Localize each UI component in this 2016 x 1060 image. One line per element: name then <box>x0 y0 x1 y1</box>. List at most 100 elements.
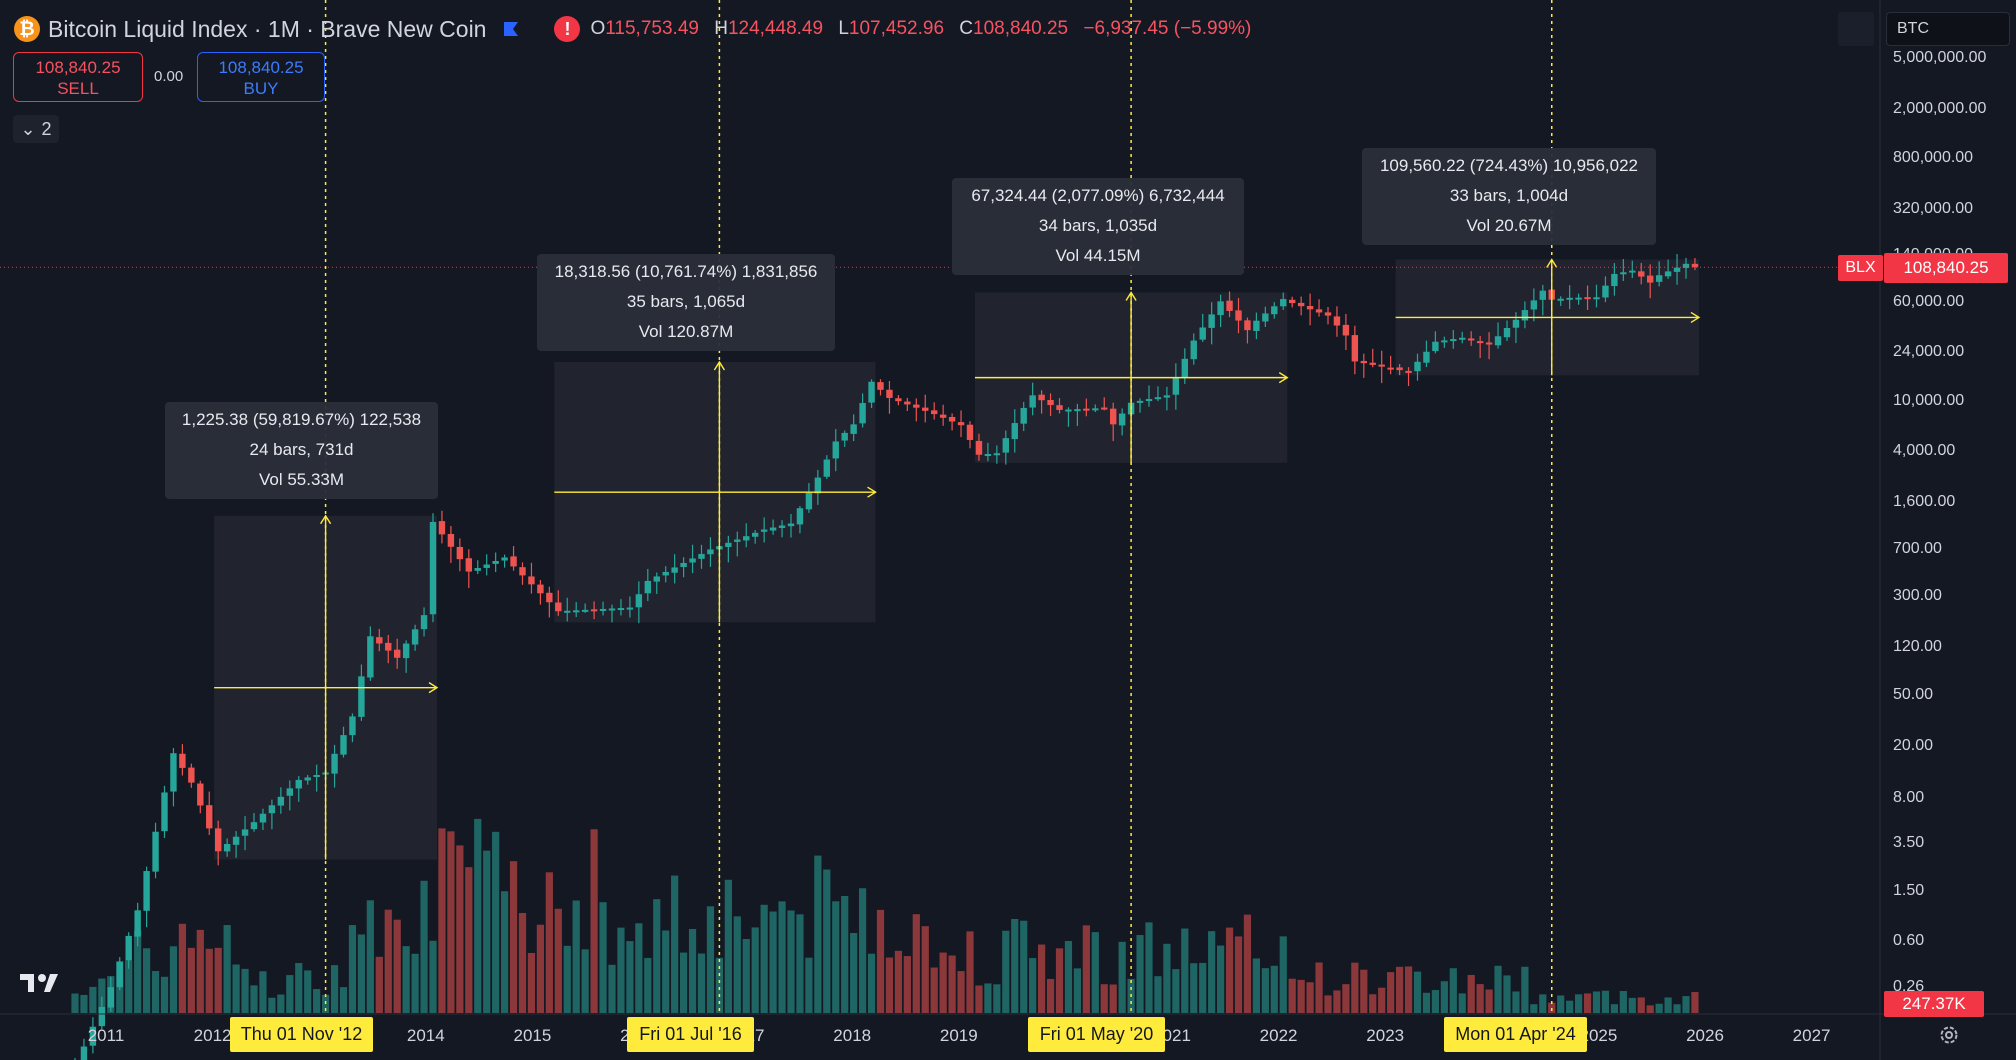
volume-bar <box>1476 984 1484 1013</box>
measure-label-2: 18,318.56 (10,761.74%) 1,831,856 35 bars… <box>537 254 835 351</box>
buy-button[interactable]: 108,840.25 BUY <box>197 52 325 102</box>
volume-bar <box>742 938 750 1013</box>
candle <box>367 636 374 678</box>
candle <box>635 594 643 608</box>
volume-bar <box>581 949 589 1013</box>
volume-bar <box>1288 978 1296 1013</box>
settings-gear-icon[interactable] <box>1938 1024 1960 1046</box>
candle <box>519 567 526 576</box>
volume-tag: 247.37K <box>1884 991 1984 1017</box>
candle <box>1244 320 1251 331</box>
candle <box>1253 320 1260 331</box>
candle <box>886 389 893 398</box>
measure-h-arrow-1 <box>428 682 439 694</box>
volume-bar <box>1566 1000 1574 1013</box>
candle <box>232 836 240 845</box>
volume-bar <box>286 975 294 1013</box>
candle <box>1297 302 1305 307</box>
measure-3-bars: 34 bars, 1,035d <box>1038 216 1158 235</box>
volume-bar <box>1046 978 1055 1013</box>
candle <box>1172 377 1180 395</box>
volume-bar <box>143 948 151 1013</box>
volume-bar <box>1172 969 1180 1013</box>
candle <box>1664 271 1672 277</box>
volume-bar <box>814 855 822 1013</box>
candle <box>1423 351 1430 363</box>
candle <box>662 571 669 576</box>
volume-bar <box>939 952 947 1013</box>
candle <box>1029 395 1036 408</box>
volume-bar <box>304 970 312 1013</box>
candle <box>385 642 392 651</box>
volume-bar <box>250 985 258 1013</box>
volume-bar <box>563 945 571 1013</box>
volume-bar <box>1109 984 1117 1013</box>
candle <box>1557 298 1564 301</box>
volume-bar <box>662 930 670 1013</box>
candle <box>707 549 714 555</box>
candle <box>1351 335 1359 362</box>
volume-bar <box>160 976 169 1013</box>
candle <box>1333 316 1341 326</box>
volume-bar <box>975 985 983 1013</box>
sell-button[interactable]: 108,840.25 SELL <box>13 52 143 102</box>
tradingview-logo-icon[interactable] <box>18 970 66 996</box>
candle <box>340 735 347 755</box>
volume-bar <box>1225 927 1234 1013</box>
volume-bar <box>1029 958 1037 1013</box>
candle <box>841 432 848 441</box>
volume-bar <box>1396 966 1404 1013</box>
price-tick-label: 60,000.00 <box>1893 293 1964 310</box>
candle <box>1289 299 1296 304</box>
volume-bar <box>733 916 741 1013</box>
candle <box>1163 395 1171 398</box>
volume-bar <box>1190 963 1198 1013</box>
close-value: 108,840.25 <box>973 18 1069 39</box>
measure-h-arrow-2 <box>867 486 877 498</box>
volume-bar <box>706 906 715 1013</box>
candle <box>555 602 562 612</box>
candle <box>1235 310 1242 321</box>
candle <box>1512 319 1520 328</box>
time-tick-label: 2011 <box>88 1026 125 1045</box>
candle <box>895 398 902 402</box>
volume-bar <box>205 948 213 1013</box>
measure-v-arrow-1 <box>320 514 332 525</box>
price-tick-label: 4,000.00 <box>1893 442 1955 459</box>
volume-bar <box>1208 931 1216 1013</box>
candle <box>689 558 696 563</box>
indicators-collapse-button[interactable]: ⌄ 2 <box>13 115 59 143</box>
candle <box>161 792 168 832</box>
measure-h-arrow-3 <box>1278 372 1289 384</box>
candle <box>1468 338 1475 341</box>
volume-bar <box>635 923 643 1013</box>
volume-bar <box>313 989 321 1013</box>
volume-bar <box>1539 994 1547 1013</box>
price-axis-bg <box>1880 0 2016 1060</box>
alert-icon[interactable]: ! <box>554 16 581 42</box>
candle <box>626 607 634 610</box>
candle <box>1369 362 1376 365</box>
symbol-title[interactable]: Bitcoin Liquid Index · 1M · Brave New Co… <box>48 15 487 42</box>
candle <box>331 753 338 774</box>
axis-toolbar-button[interactable] <box>1838 12 1874 46</box>
candle <box>868 381 875 403</box>
volume-bar <box>1181 928 1189 1013</box>
candle <box>1691 263 1699 268</box>
candle <box>411 629 419 645</box>
time-tick-label: 2019 <box>940 1026 978 1045</box>
candle <box>752 532 759 537</box>
candle <box>760 529 768 532</box>
candle <box>859 403 866 424</box>
last-price-tag: 108,840.25 <box>1884 253 2008 283</box>
currency-selector[interactable]: BTC <box>1886 12 2010 46</box>
flag-icon[interactable] <box>502 20 520 38</box>
volume-bar <box>134 930 142 1013</box>
candle <box>1494 336 1502 346</box>
volume-bar <box>1664 997 1672 1013</box>
price-tick-label: 1,600.00 <box>1893 493 1955 510</box>
candle <box>537 584 544 594</box>
candle <box>1566 297 1573 300</box>
buy-price: 108,840.25 <box>218 58 304 77</box>
